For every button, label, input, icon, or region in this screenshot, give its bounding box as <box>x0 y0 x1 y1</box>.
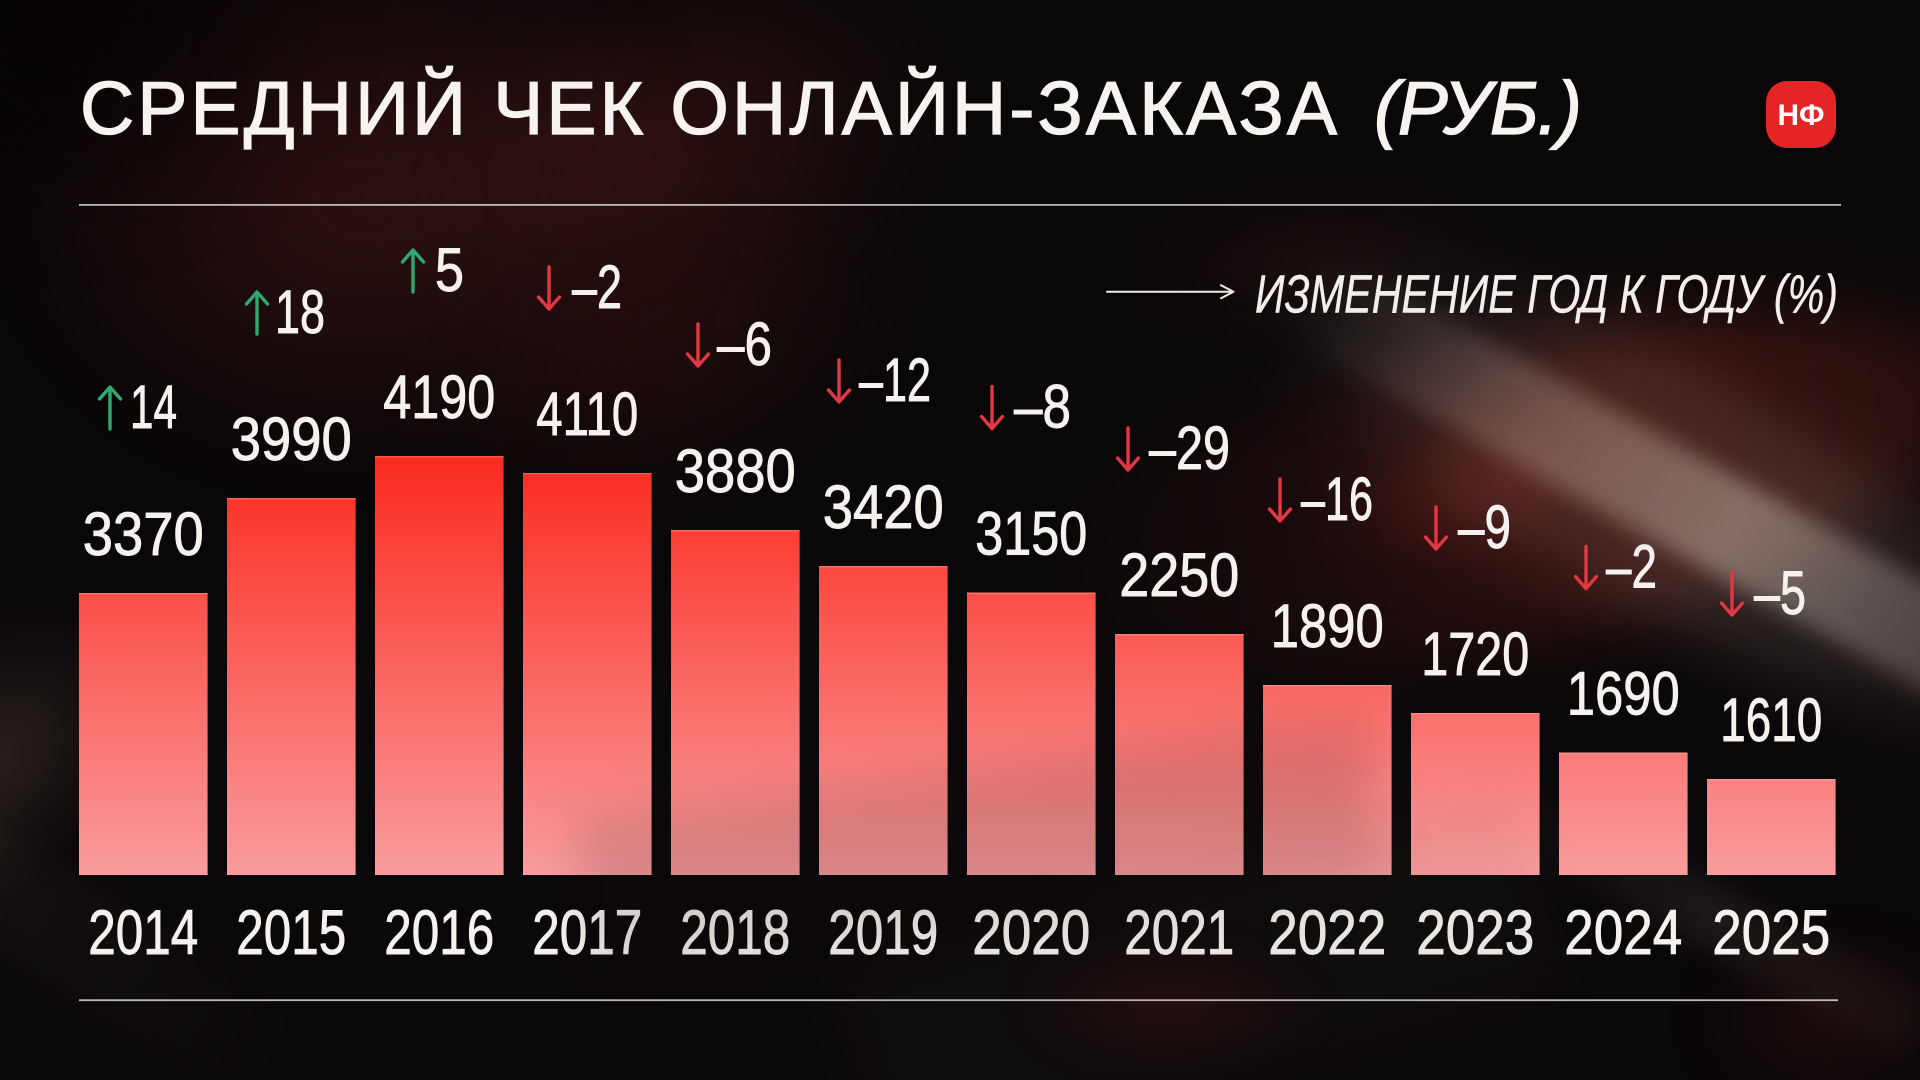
svg-text:2024: 2024 <box>1564 898 1682 968</box>
svg-text:2015: 2015 <box>236 898 346 968</box>
svg-text:НФ: НФ <box>1778 99 1825 132</box>
svg-text:ИЗМЕНЕНИЕ ГОД К ГОДУ (%): ИЗМЕНЕНИЕ ГОД К ГОДУ (%) <box>1255 265 1838 325</box>
svg-text:2018: 2018 <box>680 898 790 968</box>
svg-text:4190: 4190 <box>383 363 495 431</box>
svg-text:3990: 3990 <box>231 405 352 473</box>
svg-text:3370: 3370 <box>83 500 204 568</box>
svg-text:3150: 3150 <box>975 500 1087 568</box>
svg-text:4110: 4110 <box>536 380 638 448</box>
svg-text:–2: –2 <box>1606 533 1657 601</box>
svg-text:1890: 1890 <box>1271 592 1384 660</box>
svg-text:2025: 2025 <box>1712 898 1830 968</box>
svg-text:–8: –8 <box>1014 373 1071 441</box>
svg-text:2021: 2021 <box>1124 898 1234 968</box>
svg-text:1690: 1690 <box>1567 660 1680 728</box>
svg-text:1720: 1720 <box>1421 620 1529 688</box>
svg-text:1610: 1610 <box>1720 686 1822 754</box>
svg-text:2022: 2022 <box>1268 898 1386 968</box>
svg-text:2016: 2016 <box>384 898 494 968</box>
svg-text:–6: –6 <box>717 310 772 378</box>
svg-text:–9: –9 <box>1458 493 1511 561</box>
svg-text:2017: 2017 <box>532 898 642 968</box>
svg-text:14: 14 <box>130 373 177 441</box>
svg-text:2020: 2020 <box>972 898 1090 968</box>
svg-text:СРЕДНИЙ ЧЕК ОНЛАЙН-ЗАКАЗА: СРЕДНИЙ ЧЕК ОНЛАЙН-ЗАКАЗА <box>80 66 1337 150</box>
svg-text:2014: 2014 <box>88 898 198 968</box>
svg-text:2019: 2019 <box>828 898 938 968</box>
svg-text:2023: 2023 <box>1416 898 1534 968</box>
svg-text:3880: 3880 <box>675 437 796 505</box>
svg-text:18: 18 <box>275 278 325 346</box>
svg-text:–16: –16 <box>1301 465 1373 533</box>
svg-text:–5: –5 <box>1754 559 1806 627</box>
svg-text:(РУБ.): (РУБ.) <box>1374 66 1582 150</box>
svg-text:2250: 2250 <box>1119 541 1239 609</box>
svg-text:5: 5 <box>435 236 464 304</box>
svg-text:–12: –12 <box>859 346 931 414</box>
svg-text:–29: –29 <box>1149 414 1230 482</box>
svg-text:–2: –2 <box>572 253 622 321</box>
svg-text:3420: 3420 <box>823 473 944 541</box>
